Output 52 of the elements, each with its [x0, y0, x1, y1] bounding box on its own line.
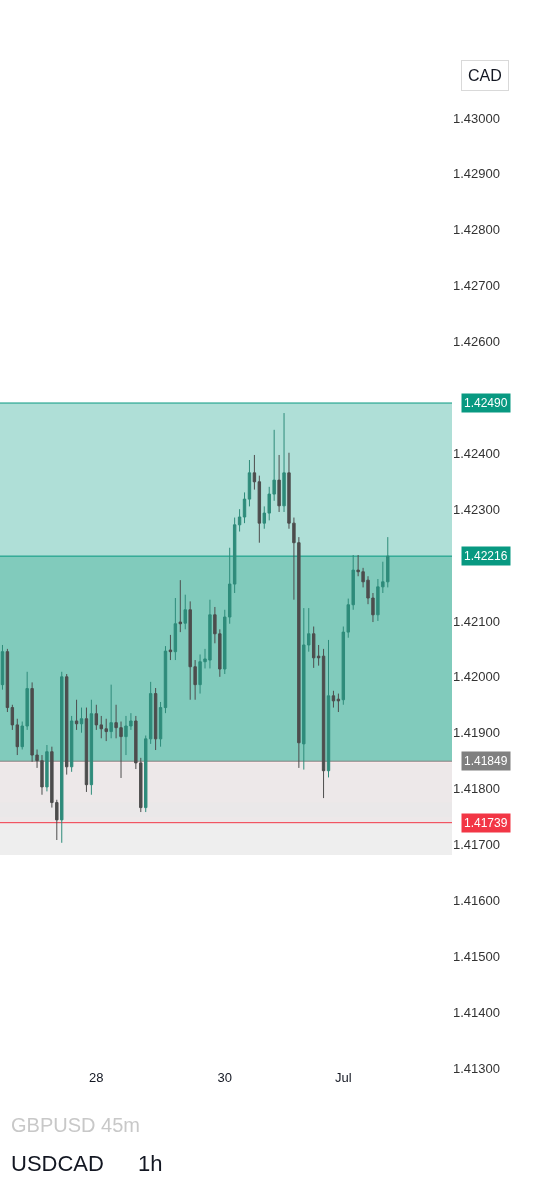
candlestick — [336, 693, 341, 713]
y-tick-label: 1.41500 — [453, 948, 500, 964]
y-tick-label: 1.41400 — [453, 1004, 500, 1020]
y-tick-label: 1.41900 — [453, 725, 500, 741]
text: 1h — [138, 1151, 163, 1176]
candlestick — [282, 412, 286, 513]
candlestick — [69, 715, 74, 773]
candlestick — [311, 626, 316, 669]
y-tick-label: 1.43000 — [453, 110, 500, 126]
candlestick — [84, 707, 89, 793]
candlestick — [168, 634, 173, 661]
candlestick — [45, 744, 49, 792]
y-tick-label: 1.41600 — [453, 892, 500, 908]
candlestick — [178, 579, 183, 633]
y-tick-label: 1.42100 — [453, 613, 500, 629]
ref-line-label: 1.41849 — [464, 754, 508, 768]
candlestick — [331, 690, 336, 709]
candlestick — [163, 645, 168, 714]
y-tick-label: 1.41300 — [453, 1060, 500, 1076]
candlestick — [247, 459, 252, 507]
x-tick-label: Jul — [335, 1070, 352, 1085]
candlestick — [109, 684, 113, 739]
candlestick — [0, 644, 5, 691]
candlestick — [60, 671, 64, 844]
ref-line-label: 1.42490 — [464, 396, 508, 410]
x-tick-label: 28 — [89, 1070, 104, 1085]
ref-line-label: 1.42216 — [464, 549, 508, 563]
candlestick — [183, 594, 187, 630]
candlestick — [173, 597, 178, 661]
ref-line-label: 1.41739 — [464, 816, 508, 830]
candlestick — [277, 454, 281, 513]
y-tick-label: 1.41700 — [453, 837, 500, 853]
candlestick — [89, 699, 94, 796]
y-tick-label: 1.42600 — [453, 334, 500, 350]
candlestick — [74, 699, 79, 731]
y-axis-title: CAD — [468, 67, 502, 84]
y-tick-label: 1.42400 — [453, 445, 500, 461]
y-tick-label: 1.42800 — [453, 222, 500, 238]
y-tick-label: 1.42700 — [453, 278, 500, 294]
y-tick-label: 1.42000 — [453, 669, 500, 685]
x-tick-label: 30 — [217, 1070, 232, 1085]
y-tick-label: 1.41800 — [453, 781, 500, 797]
candlestick — [79, 707, 84, 734]
candlestick — [326, 639, 331, 778]
candlestick — [242, 491, 247, 524]
candlestick — [64, 673, 69, 776]
y-tick-label: 1.42900 — [453, 166, 500, 182]
candlestick — [158, 701, 163, 748]
candlestick — [153, 687, 158, 751]
y-tick-label: 1.42300 — [453, 501, 500, 517]
text: USDCAD — [11, 1151, 104, 1176]
candlestick — [321, 648, 326, 799]
